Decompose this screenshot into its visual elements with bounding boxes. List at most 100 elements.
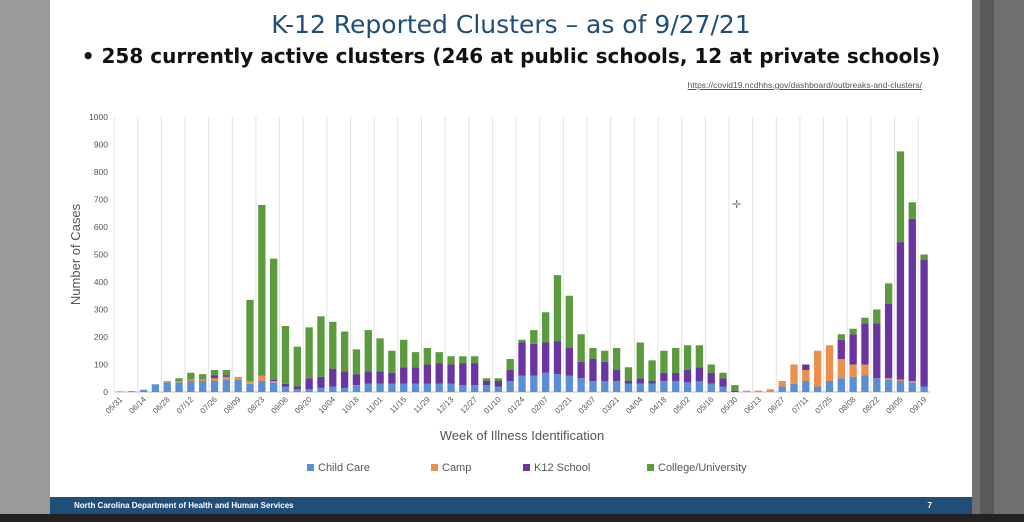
bar-segment: 05/23 College/University: 20 — [719, 372, 727, 379]
bar-segment: 02/14 Child Care: 65 — [553, 374, 562, 392]
bar-segment: 01/31 Child Care: 60 — [530, 375, 538, 392]
bar-segment: 06/13 Camp: 5 — [754, 390, 763, 392]
bar-segment: 10/04 Child Care: 20 — [329, 386, 337, 392]
bar-segment: 04/18 College/University: 80 — [660, 350, 668, 373]
footer-org: North Carolina Department of Health and … — [74, 501, 294, 510]
bar-segment: 09/20 Child Care: 10 — [305, 389, 313, 392]
bar-segment: 12/06 Child Care: 30 — [435, 383, 443, 392]
legend-swatch — [307, 464, 314, 471]
bar-segment: 08/29 College/University: 75 — [884, 283, 893, 304]
bar-segment: 08/30 Camp: 5 — [269, 381, 278, 383]
bar-segment: 07/12 Camp: 5 — [187, 379, 195, 381]
bar-segment: 08/08 K12 School: 110 — [849, 334, 857, 365]
bar-segment: 04/04 Child Care: 30 — [636, 383, 644, 392]
x-tick-label: 10/18 — [340, 395, 361, 416]
y-tick-label: 600 — [94, 222, 108, 232]
bar-segment: 10/11 K12 School: 60 — [340, 371, 349, 388]
bar-segment: 01/03 College/University: 10 — [482, 378, 491, 381]
bar-segment: 08/09 Camp: 10 — [234, 376, 242, 380]
legend-swatch — [647, 464, 654, 471]
bar-segment: 03/28 Child Care: 30 — [624, 383, 633, 392]
bar-segment: 08/15 College/University: 20 — [861, 317, 869, 324]
bar-segment: 09/06 College/University: 210 — [281, 326, 290, 384]
bar-segment: 10/25 College/University: 150 — [364, 330, 372, 372]
bar-segment: 04/11 Child Care: 30 — [648, 383, 656, 392]
bar-segment: 09/27 K12 School: 40 — [317, 376, 325, 388]
bar-segment: 11/08 College/University: 80 — [388, 350, 396, 373]
bar-segment: 12/20 Child Care: 25 — [459, 385, 467, 392]
bar-segment: 09/19 College/University: 20 — [920, 254, 928, 260]
bar-segment: 07/19 Child Care: 40 — [199, 381, 207, 392]
bar-segment: 07/26 Child Care: 40 — [210, 381, 219, 392]
x-tick-label: 09/05 — [884, 395, 905, 416]
bar-segment: 11/08 Child Care: 30 — [388, 383, 396, 392]
bar-segment: 07/11 Child Care: 40 — [802, 381, 810, 392]
bar-segment: 10/18 College/University: 90 — [352, 349, 361, 375]
bar-segment: 08/15 Child Care: 60 — [861, 375, 869, 392]
bar-segment: 09/27 College/University: 220 — [317, 316, 325, 377]
y-tick-label: 200 — [94, 332, 108, 342]
x-tick-label: 03/07 — [577, 395, 598, 416]
bar-segment: 05/23 Child Care: 20 — [719, 386, 727, 392]
x-tick-label: 03/21 — [600, 395, 621, 416]
bar-segment: 12/06 College/University: 40 — [435, 352, 443, 364]
bar-segment: 12/13 College/University: 30 — [447, 356, 455, 365]
bar-segment: 07/11 K12 School: 20 — [802, 364, 810, 370]
legend-label: College/University — [658, 462, 747, 474]
bar-segment: 02/14 K12 School: 120 — [553, 341, 562, 375]
screen-bezel-bottom — [0, 514, 1024, 522]
x-tick-label: 05/02 — [671, 395, 692, 416]
bar-segment: 02/28 Child Care: 50 — [577, 378, 585, 392]
y-tick-label: 400 — [94, 277, 108, 287]
bar-segment: 03/14 College/University: 40 — [601, 350, 609, 362]
bar-segment: 09/05 College/University: 330 — [896, 151, 905, 243]
x-tick-label: 08/22 — [861, 395, 882, 416]
bar-segment: 03/07 K12 School: 80 — [589, 359, 597, 381]
bar-segment: 03/14 K12 School: 70 — [601, 361, 609, 381]
bar-segment: 05/31 Child Care: 2 — [116, 391, 124, 392]
y-tick-label: 800 — [94, 167, 108, 177]
bar-segment: 07/25 Camp: 130 — [825, 345, 834, 381]
x-tick-label: 06/27 — [766, 395, 787, 416]
bar-segment: 09/20 College/University: 185 — [305, 327, 313, 379]
bar-segment: 01/31 College/University: 50 — [530, 330, 538, 344]
bar-segment: 04/25 K12 School: 30 — [672, 372, 680, 381]
bar-segment: 11/01 Child Care: 30 — [376, 383, 384, 392]
bar-segment: 05/30 College/University: 20 — [731, 385, 739, 391]
legend-label: Camp — [442, 462, 471, 474]
x-tick-label: 11/15 — [388, 395, 408, 415]
bar-segment: 07/05 Child Care: 35 — [175, 382, 183, 392]
bar-segment: 06/06 Camp: 5 — [743, 390, 751, 392]
bar-segment: 09/05 K12 School: 500 — [896, 242, 905, 380]
bar-segment: 03/07 College/University: 40 — [589, 348, 597, 359]
bar-segment: 09/12 Child Care: 35 — [908, 382, 916, 392]
bar-segment: 12/13 Child Care: 30 — [447, 383, 455, 392]
legend-swatch — [431, 464, 438, 471]
bar-segment: 06/07 Child Care: 3 — [128, 391, 136, 392]
bar-segment: 02/07 College/University: 110 — [541, 312, 550, 343]
bar-segment: 08/02 Child Care: 45 — [222, 379, 231, 392]
bar-segment: 05/02 College/University: 90 — [683, 345, 692, 370]
x-tick-label: 11/01 — [364, 395, 384, 415]
bar-segment: 06/28 Camp: 5 — [163, 381, 171, 383]
bar-segment: 01/03 Child Care: 25 — [482, 385, 491, 392]
bar-segment: 10/04 College/University: 170 — [329, 321, 337, 369]
bar-segment: 07/05 Camp: 5 — [175, 381, 183, 383]
bar-segment: 07/26 K12 School: 10 — [210, 375, 219, 379]
bar-segment: 09/13 College/University: 145 — [293, 346, 301, 387]
bar-segment: 11/15 Child Care: 30 — [400, 383, 408, 392]
bar-segment: 08/29 Camp: 5 — [884, 378, 893, 380]
x-tick-label: 09/19 — [908, 395, 929, 416]
source-link[interactable]: https://covid19.ncdhhs.gov/dashboard/out… — [687, 80, 922, 90]
bar-segment: 03/21 Child Care: 40 — [612, 381, 621, 392]
bar-segment: 08/22 K12 School: 200 — [873, 323, 881, 379]
bar-segment: 09/06 Child Care: 20 — [281, 386, 290, 392]
bar-segment: 08/01 K12 School: 70 — [837, 339, 845, 359]
x-tick-label: 02/07 — [530, 395, 551, 416]
bar-segment: 06/28 Child Care: 35 — [163, 382, 171, 392]
bar-segment: 11/29 College/University: 60 — [423, 348, 432, 365]
bar-segment: 11/01 K12 School: 45 — [376, 371, 384, 384]
x-tick-label: 05/31 — [104, 395, 125, 416]
bar-segment: 10/11 Child Care: 15 — [340, 387, 349, 392]
x-tick-label: 09/06 — [269, 395, 290, 416]
